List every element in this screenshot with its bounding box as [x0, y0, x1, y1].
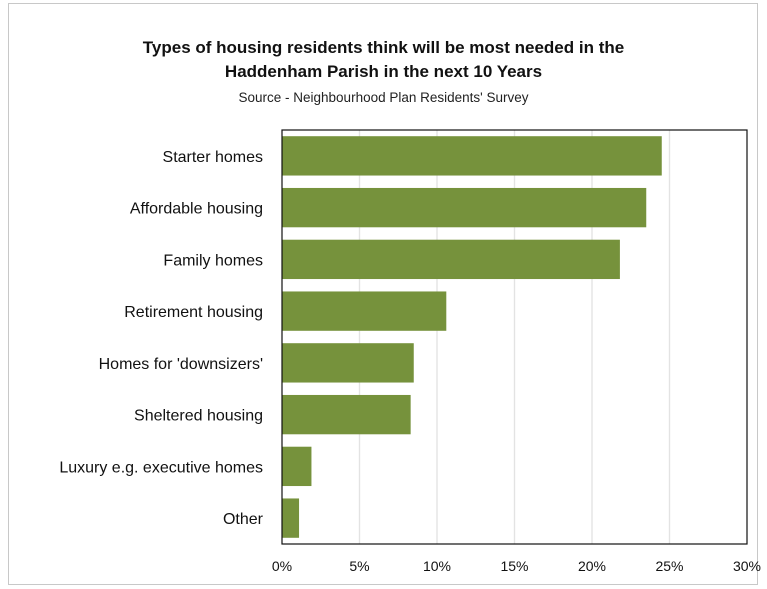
category-label: Other [223, 511, 264, 528]
chart-title-line-2: Haddenham Parish in the next 10 Years [224, 62, 543, 81]
bar [282, 291, 447, 331]
chart-title: Types of housing residents think will be… [0, 36, 767, 84]
category-label: Affordable housing [130, 201, 263, 218]
bars [282, 136, 662, 538]
bar [282, 239, 620, 280]
bar [282, 343, 414, 383]
x-tick-label: 5% [349, 558, 369, 574]
plot-area-border [281, 129, 748, 545]
x-tick-label: 15% [500, 558, 528, 574]
chart-subtitle: Source - Neighbourhood Plan Residents' S… [238, 90, 529, 105]
x-tick-label: 25% [655, 558, 683, 574]
bar [282, 446, 312, 487]
chart-frame [8, 3, 758, 585]
category-label: Homes for 'downsizers' [99, 356, 263, 373]
category-labels: Starter homes Affordable housing Family ho… [59, 149, 263, 528]
bar [282, 136, 662, 176]
chart-title-line-1: Types of housing residents think will be… [142, 38, 625, 57]
x-tick-label: 10% [423, 558, 451, 574]
x-tick-label: 0% [272, 558, 292, 574]
x-axis-tick-labels: 0% 5% 10% 15% 20% 25% 30% [272, 558, 761, 574]
x-tick-label: 30% [733, 558, 761, 574]
category-label: Sheltered housing [134, 408, 263, 425]
bar [282, 498, 300, 538]
bar [282, 394, 411, 435]
category-label: Family homes [163, 252, 263, 269]
bar [282, 187, 647, 228]
category-label: Starter homes [163, 149, 263, 166]
category-label: Retirement housing [124, 304, 263, 321]
category-label: Luxury e.g. executive homes [59, 459, 263, 476]
x-tick-label: 20% [578, 558, 606, 574]
